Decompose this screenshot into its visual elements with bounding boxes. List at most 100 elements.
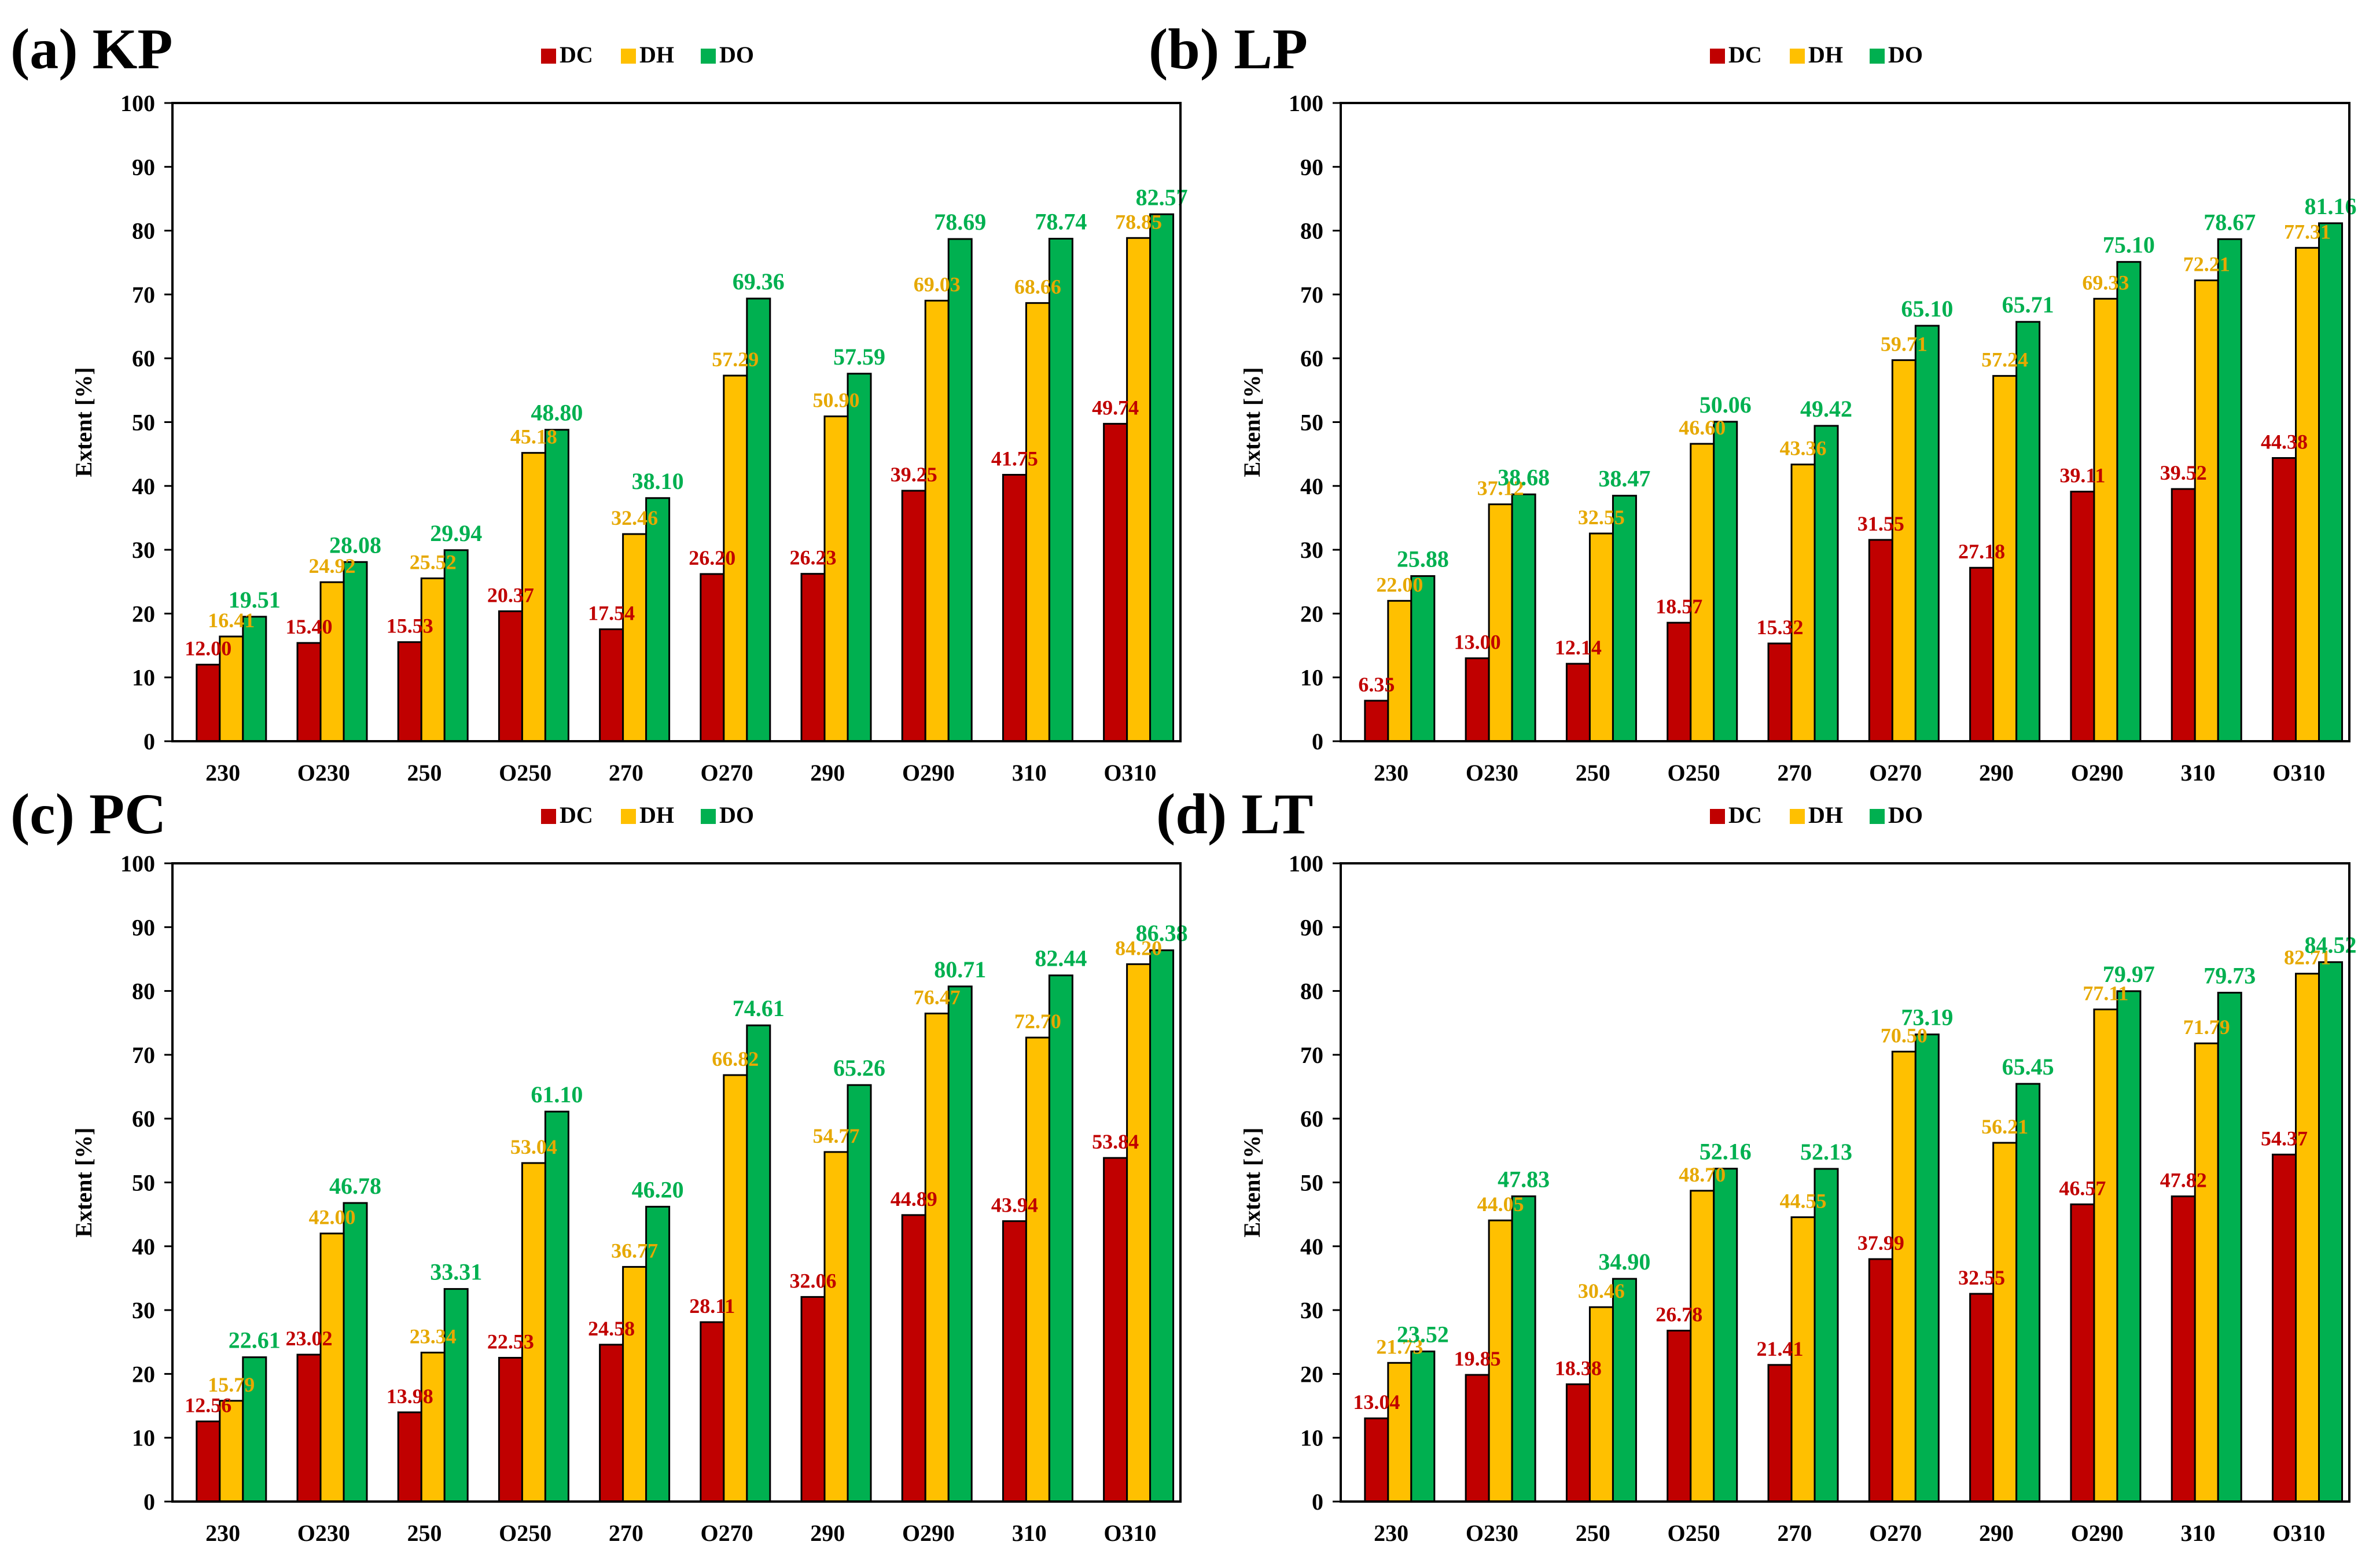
x-tick-label: 250 <box>407 760 442 786</box>
category-group-O270: 28.11 66.82 74.61 O270 <box>689 995 785 1546</box>
bar-dh-290 <box>823 415 849 742</box>
y-tick-label: 70 <box>1300 1042 1323 1068</box>
bar-dh-O290 <box>2093 1008 2118 1503</box>
data-label-do-270: 38.10 <box>632 468 684 494</box>
bar-do-310 <box>2217 992 2242 1503</box>
chart-title: (a) KP <box>10 17 172 81</box>
legend-swatch-do <box>701 809 716 824</box>
bar-do-O290 <box>947 238 973 742</box>
x-tick-label: 310 <box>1012 1520 1047 1546</box>
data-label-do-O230: 47.83 <box>1498 1166 1550 1192</box>
data-label-do-250: 38.47 <box>1598 466 1650 492</box>
x-tick-label: 230 <box>205 760 240 786</box>
data-label-dh-230: 22.00 <box>1376 573 1423 596</box>
category-group-250: 12.14 32.55 38.47 250 <box>1555 466 1651 786</box>
bar-do-270 <box>645 1205 671 1503</box>
data-label-dh-O250: 48.70 <box>1679 1163 1726 1186</box>
y-tick-label: 80 <box>132 218 155 244</box>
data-label-dh-O250: 45.18 <box>510 425 557 448</box>
legend-label-do: DO <box>1888 42 1923 68</box>
bar-do-250 <box>443 549 469 742</box>
y-tick-label: 0 <box>1312 728 1323 755</box>
bar-dh-O270 <box>1891 1050 1916 1503</box>
legend-swatch-dc <box>1710 49 1725 64</box>
bar-dh-290 <box>823 1151 849 1503</box>
bar-do-O310 <box>1149 213 1175 742</box>
data-label-dc-O230: 15.40 <box>286 615 333 638</box>
y-tick-label: 60 <box>132 1106 155 1132</box>
legend-label-dc: DC <box>560 42 593 68</box>
data-label-dh-250: 25.52 <box>410 551 457 574</box>
bar-dh-O230 <box>1488 503 1513 742</box>
data-label-do-O250: 48.80 <box>531 400 583 426</box>
data-label-dc-310: 39.52 <box>2160 461 2207 484</box>
bar-dh-270 <box>622 533 648 742</box>
x-tick-label: O230 <box>1466 1520 1518 1546</box>
bar-dc-310 <box>1002 473 1027 742</box>
data-label-dc-O250: 18.57 <box>1656 595 1702 618</box>
bar-dh-230 <box>1387 599 1412 742</box>
bar-dh-O270 <box>723 1074 748 1503</box>
data-label-dc-O230: 19.85 <box>1454 1347 1501 1370</box>
category-group-310: 43.94 72.70 82.44 310 <box>991 945 1087 1546</box>
x-tick-label: 230 <box>1374 1520 1408 1546</box>
data-label-dc-270: 21.41 <box>1757 1337 1804 1360</box>
bar-do-230 <box>1410 1351 1436 1503</box>
bar-do-O310 <box>2318 222 2344 742</box>
y-tick-label: 80 <box>132 978 155 1005</box>
data-label-do-O250: 50.06 <box>1700 392 1752 418</box>
bar-dc-310 <box>2171 488 2196 742</box>
data-label-do-230: 25.88 <box>1397 546 1449 572</box>
y-tick-label: 30 <box>132 1297 155 1323</box>
y-tick-label: 10 <box>132 1425 155 1451</box>
y-tick-label: 20 <box>132 601 155 627</box>
y-tick-label: 90 <box>1300 154 1323 180</box>
legend-swatch-dh <box>621 49 636 64</box>
y-tick-label: 0 <box>1312 1489 1323 1515</box>
bar-dh-O230 <box>319 1232 345 1503</box>
bar-dc-230 <box>196 664 221 742</box>
plot-area <box>171 102 1182 742</box>
bar-dc-O270 <box>700 573 725 742</box>
bar-do-310 <box>2217 238 2242 742</box>
x-tick-label: 230 <box>205 1520 240 1546</box>
bar-dh-270 <box>1790 463 1816 742</box>
data-label-do-270: 46.20 <box>632 1176 684 1202</box>
y-tick-label: 0 <box>144 1489 155 1515</box>
y-tick-label: 90 <box>132 914 155 940</box>
data-label-dh-O270: 59.71 <box>1881 332 1927 355</box>
bar-dh-O290 <box>2093 297 2118 742</box>
bar-dh-230 <box>219 635 244 742</box>
data-label-do-O310: 81.16 <box>2305 193 2357 219</box>
y-tick-label: 70 <box>132 282 155 308</box>
y-tick-label: 60 <box>1300 345 1323 371</box>
bar-dc-O290 <box>2070 491 2095 742</box>
x-tick-label: 250 <box>1576 1520 1610 1546</box>
data-label-dc-O310: 53.84 <box>1092 1130 1139 1153</box>
bar-dc-O270 <box>1868 539 1893 742</box>
data-label-do-O270: 69.36 <box>733 268 785 295</box>
x-tick-label: O310 <box>2272 760 2325 786</box>
y-tick-label: 50 <box>132 1170 155 1196</box>
data-label-do-290: 65.45 <box>2002 1054 2054 1080</box>
data-label-dc-250: 18.38 <box>1555 1356 1602 1379</box>
bar-dc-270 <box>599 628 624 742</box>
data-label-do-O310: 84.52 <box>2305 932 2357 958</box>
bar-dc-250 <box>397 641 422 742</box>
x-tick-label: 290 <box>1979 1520 2014 1546</box>
plot-area <box>1340 862 2350 1503</box>
data-label-do-310: 82.44 <box>1035 945 1087 972</box>
bar-dc-250 <box>1565 1383 1591 1503</box>
bar-dh-O290 <box>924 1013 950 1503</box>
data-label-dh-310: 72.21 <box>2183 253 2230 276</box>
category-group-270: 24.58 36.77 46.20 270 <box>588 1176 684 1546</box>
data-label-dc-250: 15.53 <box>387 615 433 638</box>
data-label-do-O290: 80.71 <box>934 956 986 983</box>
x-tick-label: O270 <box>1869 1520 1922 1546</box>
bar-dh-270 <box>622 1265 648 1503</box>
bar-do-270 <box>1813 425 1839 742</box>
